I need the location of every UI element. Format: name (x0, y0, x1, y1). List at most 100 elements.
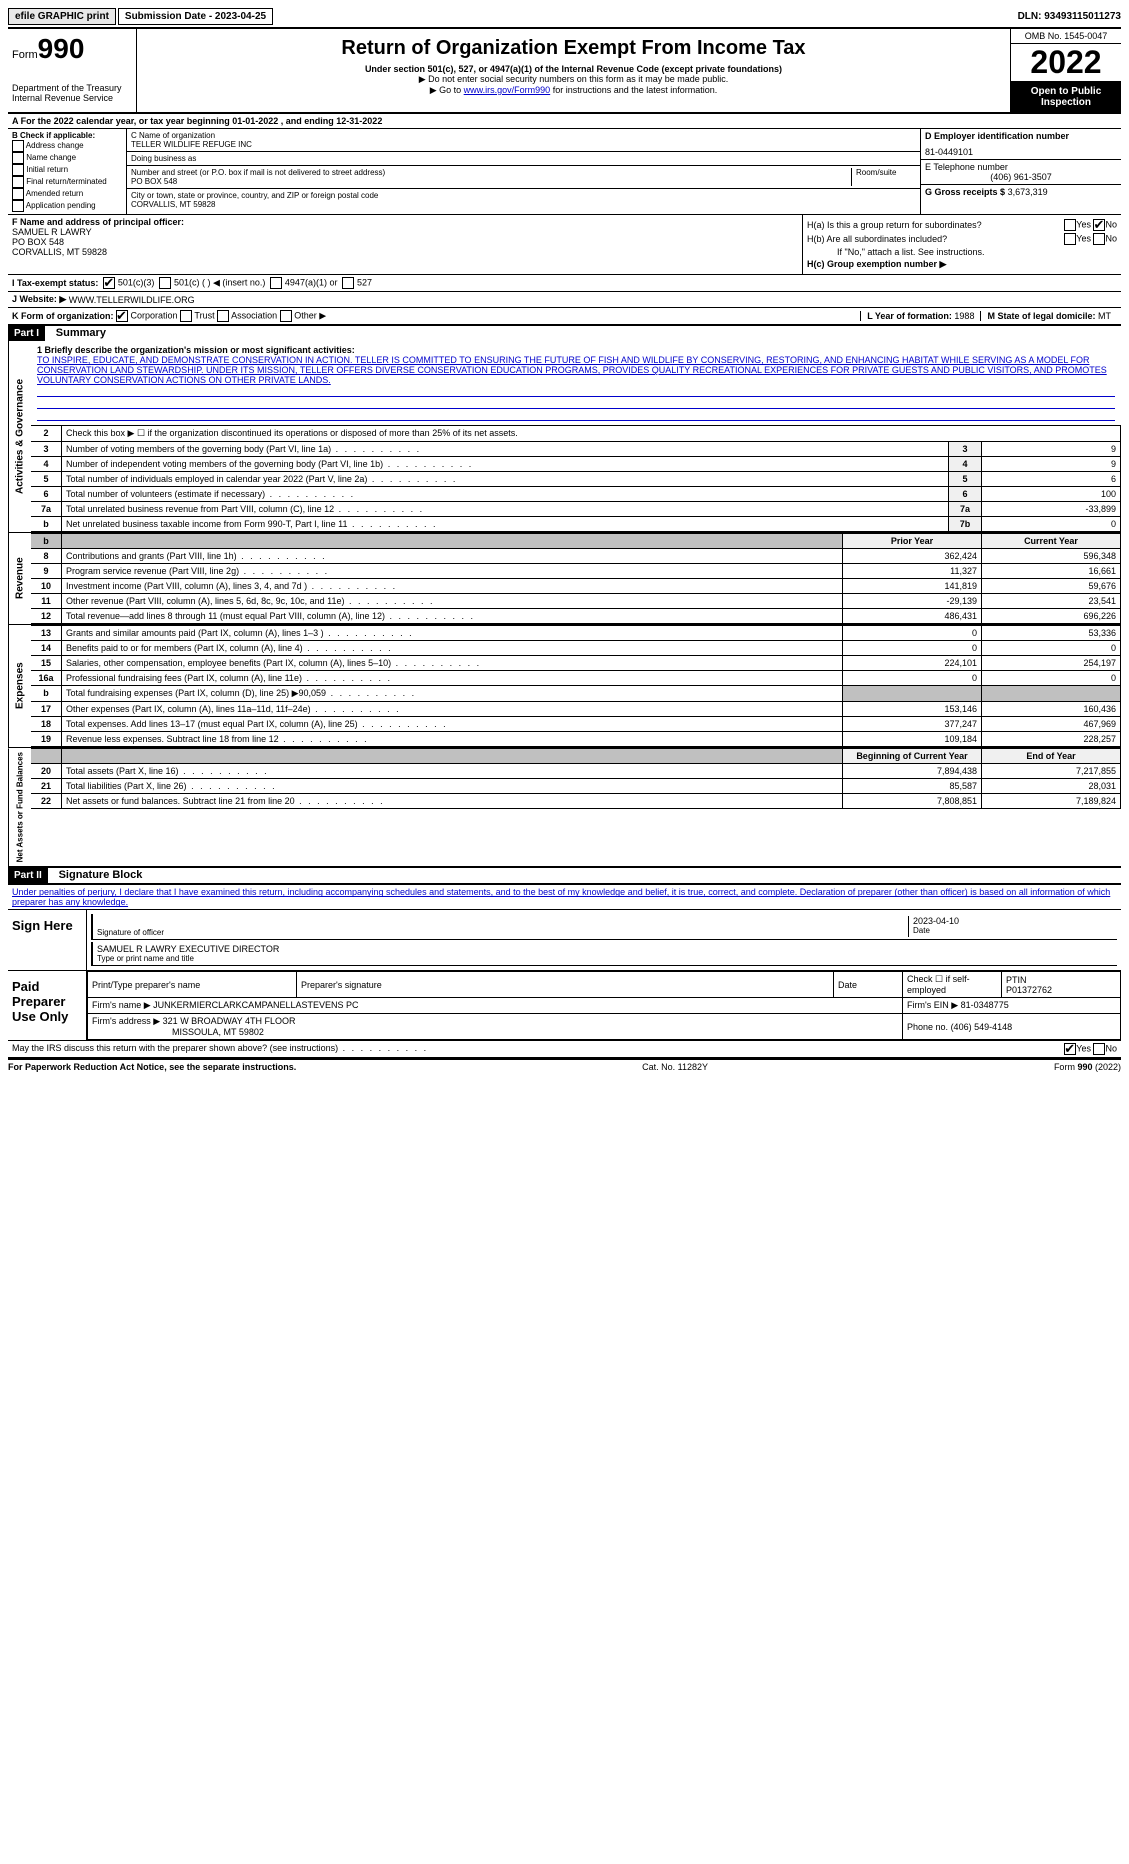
may-irs-no[interactable]: No (1093, 1043, 1117, 1055)
prep-check[interactable]: Check ☐ if self-employed (903, 972, 1002, 998)
ein-value: 81-0449101 (925, 147, 1117, 157)
open-public-badge: Open to Public Inspection (1011, 82, 1121, 112)
hb-note: If "No," attach a list. See instructions… (807, 247, 1117, 257)
footer-form: 990 (1077, 1062, 1092, 1072)
street-label: Number and street (or P.O. box if mail i… (131, 168, 847, 177)
cb-trust[interactable]: Trust (180, 310, 215, 322)
form-header: Form990 Department of the Treasury Inter… (8, 27, 1121, 114)
may-irs-yes[interactable]: Yes (1064, 1043, 1091, 1055)
firm-phone: (406) 549-4148 (951, 1022, 1013, 1032)
part2-header-row: Part II Signature Block (8, 868, 1121, 883)
header-center: Return of Organization Exempt From Incom… (137, 29, 1010, 112)
form-note1: ▶ Do not enter social security numbers o… (145, 74, 1002, 85)
l-value: 1988 (954, 311, 974, 321)
part1-governance: Activities & Governance 1 Briefly descri… (8, 341, 1121, 533)
boy-header: Beginning of Current Year (843, 749, 982, 764)
row-j-label: J Website: ▶ (12, 294, 66, 305)
hc-label: H(c) Group exemption number ▶ (807, 259, 946, 270)
line2: Check this box ▶ ☐ if the organization d… (62, 426, 1121, 442)
irs-label: Internal Revenue Service (12, 93, 132, 103)
note2-prefix: ▶ Go to (430, 85, 464, 95)
col-d: D Employer identification number 81-0449… (920, 129, 1121, 214)
irs-link[interactable]: www.irs.gov/Form990 (464, 85, 551, 95)
topbar: efile GRAPHIC print Submission Date - 20… (8, 8, 1121, 25)
efile-button[interactable]: efile GRAPHIC print (8, 8, 116, 25)
ha-no[interactable]: No (1093, 219, 1117, 231)
cb-application-pending[interactable]: Application pending (12, 200, 122, 212)
ptin-label: PTIN (1006, 975, 1027, 985)
line1-label: 1 Briefly describe the organization's mi… (37, 345, 1115, 355)
page-footer: For Paperwork Reduction Act Notice, see … (8, 1059, 1121, 1074)
website-value: WWW.TELLERWILDLIFE.ORG (69, 295, 195, 305)
part2-badge: Part II (8, 868, 48, 883)
note2-suffix: for instructions and the latest informat… (550, 85, 717, 95)
m-label: M State of legal domicile: (987, 311, 1095, 321)
dln-number: DLN: 93493115011273 (1018, 11, 1121, 22)
prep-sig-label: Preparer's signature (297, 972, 834, 998)
vlabel-revenue: Revenue (8, 533, 31, 624)
hb-no[interactable]: No (1093, 233, 1117, 245)
dba-label: Doing business as (131, 154, 916, 163)
cb-corp[interactable]: Corporation (116, 310, 178, 322)
ha-yes[interactable]: Yes (1064, 219, 1091, 231)
officer-name: SAMUEL R LAWRY (12, 227, 798, 237)
gross-label: G Gross receipts $ (925, 187, 1005, 197)
cb-assoc[interactable]: Association (217, 310, 277, 322)
section-ijk: I Tax-exempt status: 501(c)(3) 501(c) ( … (8, 275, 1121, 326)
prep-name-label: Print/Type preparer's name (88, 972, 297, 998)
hb-label: H(b) Are all subordinates included? (807, 234, 1064, 244)
signature-block: Under penalties of perjury, I declare th… (8, 883, 1121, 1059)
section-bcd: B Check if applicable: Address change Na… (8, 129, 1121, 215)
expenses-table: 13Grants and similar amounts paid (Part … (31, 625, 1121, 747)
col-b: B Check if applicable: Address change Na… (8, 129, 127, 214)
firm-city: MISSOULA, MT 59802 (92, 1027, 264, 1037)
col-f: F Name and address of principal officer:… (8, 215, 803, 274)
cb-amended-return[interactable]: Amended return (12, 188, 122, 200)
officer-addr1: PO BOX 548 (12, 237, 798, 247)
l-label: L Year of formation: (867, 311, 952, 321)
ptin-value: P01372762 (1006, 985, 1052, 995)
header-right: OMB No. 1545-0047 2022 Open to Public In… (1010, 29, 1121, 112)
firm-ein-label: Firm's EIN ▶ (907, 1000, 958, 1010)
col-b-title: B Check if applicable: (12, 131, 122, 140)
officer-addr2: CORVALLIS, MT 59828 (12, 247, 798, 257)
dept-label: Department of the Treasury (12, 83, 132, 93)
m-value: MT (1098, 311, 1111, 321)
form-number: 990 (38, 33, 85, 64)
cb-address-change[interactable]: Address change (12, 140, 122, 152)
submission-date: Submission Date - 2023-04-25 (118, 8, 273, 25)
firm-ein: 81-0348775 (961, 1000, 1009, 1010)
cb-501c3[interactable]: 501(c)(3) (103, 277, 154, 289)
officer-type-label: Type or print name and title (97, 954, 1113, 963)
paid-preparer-label: Paid Preparer Use Only (8, 971, 87, 1040)
cb-name-change[interactable]: Name change (12, 152, 122, 164)
firm-name-label: Firm's name ▶ (92, 1000, 151, 1010)
officer-printed-name: SAMUEL R LAWRY EXECUTIVE DIRECTOR (97, 944, 1113, 954)
vlabel-governance: Activities & Governance (8, 341, 31, 532)
prior-year-header: Prior Year (843, 534, 982, 549)
cb-initial-return[interactable]: Initial return (12, 164, 122, 176)
cb-final-return[interactable]: Final return/terminated (12, 176, 122, 188)
eoy-header: End of Year (982, 749, 1121, 764)
col-h: H(a) Is this a group return for subordin… (803, 215, 1121, 274)
org-name: TELLER WILDLIFE REFUGE INC (131, 140, 916, 149)
tax-year: 2022 (1011, 44, 1121, 82)
row-a: A For the 2022 calendar year, or tax yea… (8, 114, 1121, 129)
cb-527[interactable]: 527 (342, 277, 372, 289)
part1-header-row: Part I Summary (8, 326, 1121, 341)
vlabel-netassets: Net Assets or Fund Balances (8, 748, 31, 866)
form-prefix: Form (12, 49, 38, 61)
mission-text: TO INSPIRE, EDUCATE, AND DEMONSTRATE CON… (37, 355, 1115, 385)
phone-value: (406) 961-3507 (925, 172, 1117, 182)
hb-yes[interactable]: Yes (1064, 233, 1091, 245)
section-fh: F Name and address of principal officer:… (8, 215, 1121, 275)
city-label: City or town, state or province, country… (131, 191, 916, 200)
cb-4947[interactable]: 4947(a)(1) or (270, 277, 337, 289)
ein-label: D Employer identification number (925, 131, 1117, 141)
cb-501c[interactable]: 501(c) ( ) ◀ (insert no.) (159, 277, 265, 289)
part1-netassets: Net Assets or Fund Balances Beginning of… (8, 748, 1121, 868)
cb-other[interactable]: Other ▶ (280, 310, 326, 322)
part1-revenue: Revenue b Prior Year Current Year 8Contr… (8, 533, 1121, 625)
gross-value: 3,673,319 (1008, 187, 1048, 197)
sig-date: 2023-04-10 (913, 916, 1113, 926)
